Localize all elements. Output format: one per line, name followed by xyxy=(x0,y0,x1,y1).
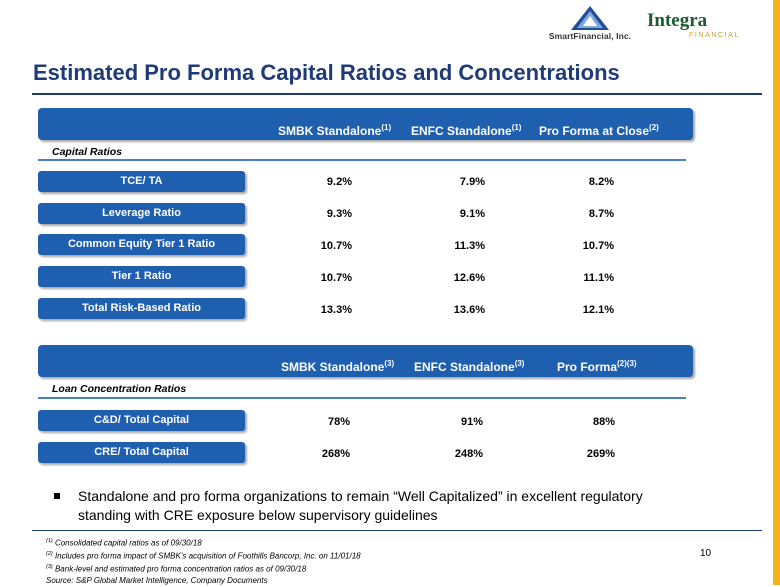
integra-subtitle: FINANCIAL xyxy=(689,32,740,39)
smartfinancial-logo: SmartFinancial, Inc. xyxy=(540,5,640,41)
cell-value: 10.7% xyxy=(320,272,352,284)
bullet-text: Standalone and pro forma organizations t… xyxy=(78,488,643,523)
capital-col-header-smbk: SMBK Standalone(1) xyxy=(278,123,392,138)
loan-section-label: Loan Concentration Ratios xyxy=(52,383,187,395)
capital-section-label: Capital Ratios xyxy=(52,146,123,158)
row-label-total-risk-based-ratio: Total Risk-Based Ratio xyxy=(38,298,245,319)
footnotes: (1) Consolidated capital ratios as of 09… xyxy=(46,536,646,587)
loan-section-divider xyxy=(38,397,686,399)
integra-logo: Integra FINANCIAL xyxy=(647,10,742,44)
title-divider xyxy=(32,93,762,95)
capital-col-header-proforma: Pro Forma at Close(2) xyxy=(539,123,659,138)
cell-value: 248% xyxy=(454,448,483,460)
cell-value: 11.3% xyxy=(454,240,485,252)
cell-value: 12.1% xyxy=(582,304,614,316)
footnote-source: Source: S&P Global Market Intelligence, … xyxy=(46,576,268,586)
row-label-tier1-ratio: Tier 1 Ratio xyxy=(38,266,245,287)
loan-col-header-enfc: ENFC Standalone(3) xyxy=(414,359,525,374)
cell-value: 9.3% xyxy=(326,208,352,220)
cell-value: 9.1% xyxy=(459,208,485,220)
mountain-icon xyxy=(571,6,609,30)
loan-header-bar: SMBK Standalone(3) ENFC Standalone(3) Pr… xyxy=(38,345,693,377)
cell-value: 8.7% xyxy=(588,208,614,220)
footnote-item: (1) Consolidated capital ratios as of 09… xyxy=(46,538,202,548)
footnote-item: (3) Bank-level and estimated pro forma c… xyxy=(46,564,307,574)
accent-bar xyxy=(773,0,780,585)
cell-value: 78% xyxy=(327,416,350,428)
row-label-cet1-ratio: Common Equity Tier 1 Ratio xyxy=(38,234,245,255)
capital-section-divider xyxy=(38,159,686,161)
footnote-item: (2) Includes pro forma impact of SMBK’s … xyxy=(46,551,361,561)
smartfinancial-wordmark: SmartFinancial, Inc. xyxy=(548,31,632,41)
page-number: 10 xyxy=(700,548,712,559)
capital-header-bar: SMBK Standalone(1) ENFC Standalone(1) Pr… xyxy=(38,108,693,140)
capital-col-header-enfc: ENFC Standalone(1) xyxy=(411,123,522,138)
row-label-leverage-ratio: Leverage Ratio xyxy=(38,203,245,224)
row-label-cre-total-capital: CRE/ Total Capital xyxy=(38,442,245,463)
cell-value: 12.6% xyxy=(453,272,485,284)
cell-value: 9.2% xyxy=(326,176,352,188)
page-title: Estimated Pro Forma Capital Ratios and C… xyxy=(33,60,620,85)
footer-divider xyxy=(32,530,762,531)
integra-wordmark: Integra xyxy=(647,10,708,31)
cell-value: 269% xyxy=(586,448,615,460)
row-label-cd-total-capital: C&D/ Total Capital xyxy=(38,410,245,431)
cell-value: 11.1% xyxy=(583,272,614,284)
cell-value: 10.7% xyxy=(582,240,614,252)
row-label-tce-ta: TCE/ TA xyxy=(38,171,245,192)
cell-value: 91% xyxy=(460,416,483,428)
cell-value: 8.2% xyxy=(588,176,614,188)
cell-value: 88% xyxy=(592,416,615,428)
cell-value: 10.7% xyxy=(320,240,352,252)
cell-value: 7.9% xyxy=(459,176,485,188)
bullet-square-icon xyxy=(54,493,60,499)
cell-value: 13.6% xyxy=(453,304,485,316)
cell-value: 13.3% xyxy=(320,304,352,316)
cell-value: 268% xyxy=(321,448,350,460)
loan-col-header-smbk: SMBK Standalone(3) xyxy=(281,359,395,374)
loan-col-header-proforma: Pro Forma(2)(3) xyxy=(557,359,637,374)
